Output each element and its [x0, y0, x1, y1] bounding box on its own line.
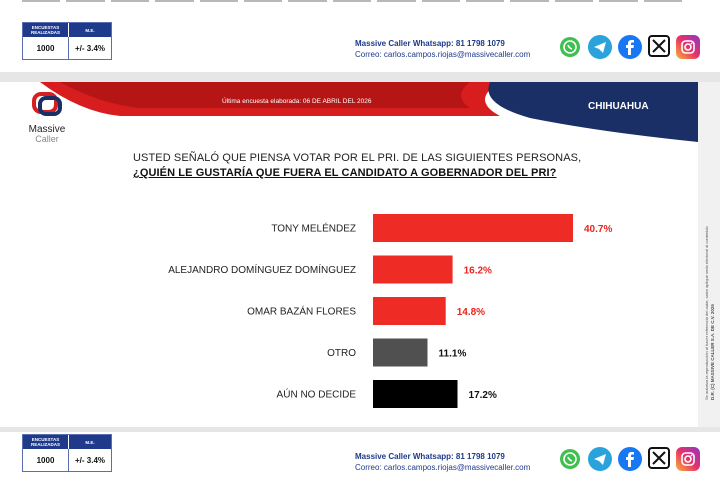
logo-text-bottom: Caller	[35, 134, 59, 144]
logo-mark-icon	[32, 92, 62, 116]
bar	[373, 380, 458, 408]
contact-top: Massive Caller Whatsapp: 81 1798 1079 Co…	[355, 38, 530, 60]
surveys-value: 1000	[23, 449, 69, 471]
telegram-icon[interactable]	[588, 447, 612, 471]
x-icon[interactable]	[648, 447, 670, 469]
category-label: TONY MELÉNDEZ	[271, 222, 356, 235]
surveys-header: ENCUESTAS REALIZADAS	[23, 435, 69, 449]
tiny-header-row	[22, 0, 683, 4]
page-gap-bottom	[0, 427, 720, 432]
error-value: +/- 3.4%	[74, 455, 105, 465]
stats-box-bottom: ENCUESTAS REALIZADAS M.E. 1000 +/- 3.4%	[22, 434, 112, 472]
whatsapp-icon[interactable]	[558, 447, 582, 471]
survey-sheet: Última encuesta elaborada: 06 DE ABRIL D…	[0, 82, 698, 427]
value-label: 16.2%	[464, 266, 492, 277]
whatsapp-text: Massive Caller Whatsapp: 81 1798 1079	[355, 39, 505, 48]
bar	[373, 338, 428, 367]
error-value: +/- 3.4%	[74, 43, 105, 53]
facebook-icon[interactable]	[618, 447, 642, 471]
header-swoosh	[40, 82, 698, 142]
contact-bottom: Massive Caller Whatsapp: 81 1798 1079 Co…	[355, 451, 530, 473]
region-title: CHIHUAHUA	[588, 101, 649, 112]
social-icons-bottom	[558, 447, 700, 471]
value-label: 40.7%	[584, 224, 612, 235]
category-label: OMAR BAZÁN FLORES	[247, 305, 356, 318]
facebook-icon[interactable]	[618, 35, 642, 59]
whatsapp-text: Massive Caller Whatsapp: 81 1798 1079	[355, 452, 505, 461]
massive-caller-logo: Massive Caller	[22, 90, 72, 144]
page-edge	[704, 0, 720, 72]
social-icons-top	[558, 35, 700, 59]
email-text: Correo: carlos.campos.riojas@massivecall…	[355, 463, 531, 472]
surveys-value: 1000	[23, 37, 69, 59]
copyright-text: D.R. (C) MASSIVE CALLER S.A. DE C.V. 202…	[710, 304, 715, 400]
bar	[373, 214, 573, 242]
category-label: AÚN NO DECIDE	[277, 388, 357, 401]
side-note: D.R. (C) MASSIVE CALLER S.A. DE C.V. 202…	[700, 160, 720, 400]
bottom-footer: ENCUESTAS REALIZADAS M.E. 1000 +/- 3.4% …	[0, 432, 720, 495]
bar-chart: TONY MELÉNDEZ 40.7% ALEJANDRO DOMÍNGUEZ DO…	[168, 214, 612, 408]
whatsapp-icon[interactable]	[558, 35, 582, 59]
page-gap	[0, 72, 720, 82]
question-line-2: ¿QUIÉN LE GUSTARÍA QUE FUERA EL CANDIDAT…	[133, 167, 557, 179]
disclaimer-text: Se autoriza la reproducción al hacer ref…	[704, 226, 709, 400]
surveys-header: ENCUESTAS REALIZADAS	[23, 23, 69, 37]
value-label: 17.2%	[469, 390, 497, 401]
survey-date: Última encuesta elaborada: 06 DE ABRIL D…	[222, 98, 372, 105]
logo-text-top: Massive	[28, 124, 66, 135]
value-label: 11.1%	[439, 349, 467, 360]
category-label: OTRO	[327, 348, 356, 359]
top-footer: ENCUESTAS REALIZADAS M.E. 1000 +/- 3.4% …	[0, 0, 720, 72]
bar	[373, 297, 446, 325]
telegram-icon[interactable]	[588, 35, 612, 59]
stats-box-top: ENCUESTAS REALIZADAS M.E. 1000 +/- 3.4%	[22, 22, 112, 60]
error-header: M.E.	[69, 23, 111, 37]
value-label: 14.8%	[457, 307, 485, 318]
error-header: M.E.	[69, 435, 111, 449]
instagram-icon[interactable]	[676, 447, 700, 471]
question-line-1: USTED SEÑALÓ QUE PIENSA VOTAR POR EL PRI…	[133, 152, 582, 164]
bar	[373, 255, 453, 284]
instagram-icon[interactable]	[676, 35, 700, 59]
category-label: ALEJANDRO DOMÍNGUEZ DOMÍNGUEZ	[168, 263, 356, 276]
x-icon[interactable]	[648, 35, 670, 57]
email-text: Correo: carlos.campos.riojas@massivecall…	[355, 50, 531, 59]
